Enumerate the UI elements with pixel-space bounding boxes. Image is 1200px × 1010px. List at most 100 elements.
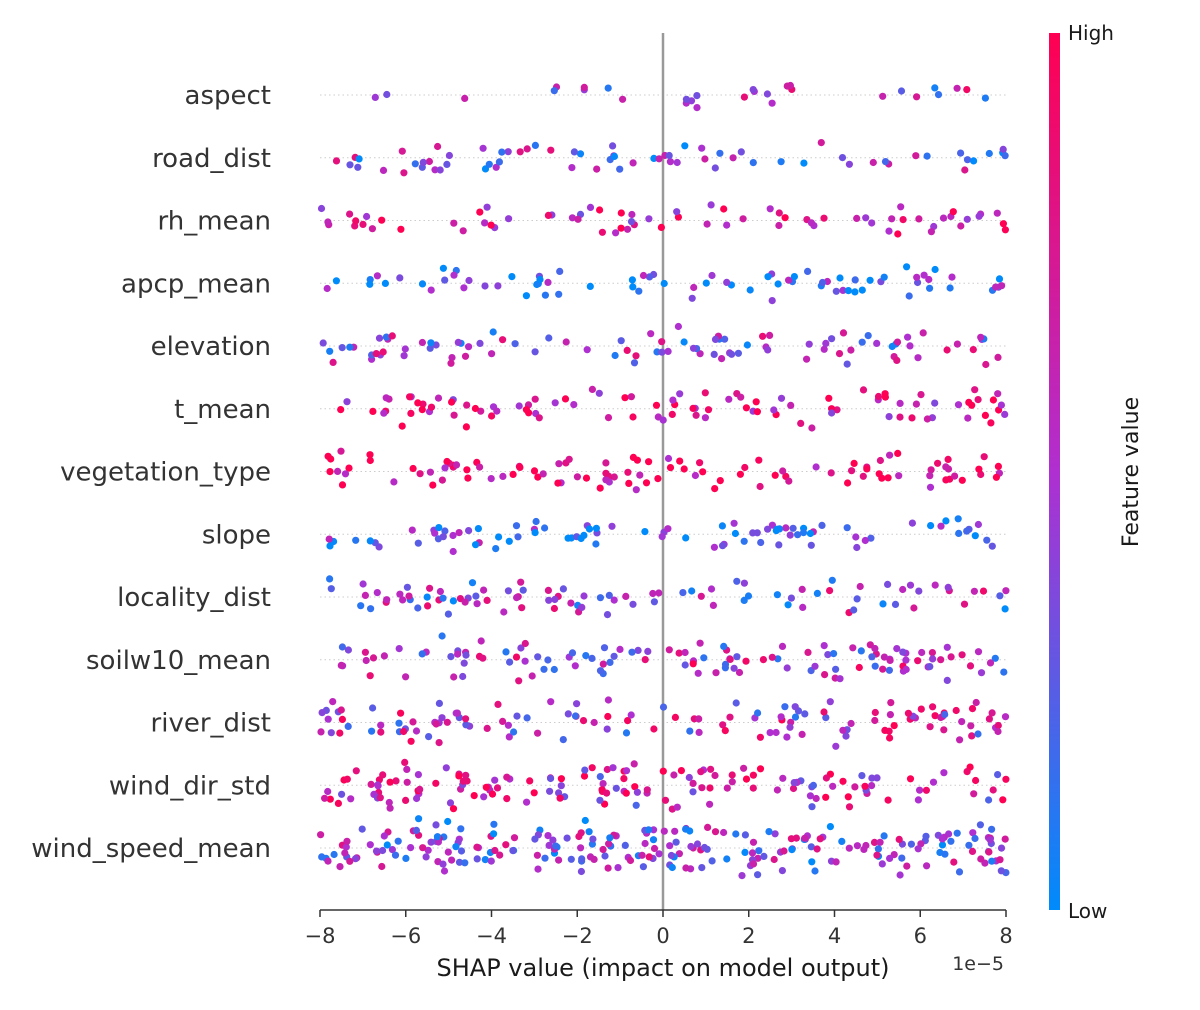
shap-point-slope: [988, 542, 996, 550]
shap-point-soilw10_mean: [759, 656, 768, 664]
shap-point-locality_dist: [426, 584, 434, 592]
shap-point-wind_speed_mean: [853, 842, 862, 850]
shap-point-rh_mean: [775, 209, 783, 217]
shap-point-apcp_mean: [946, 284, 954, 292]
shap-point-wind_dir_std: [749, 784, 757, 792]
shap-point-aspect: [604, 84, 612, 92]
shap-point-river_dist: [941, 710, 949, 719]
shap-point-soilw10_mean: [742, 657, 750, 665]
shap-point-slope: [592, 524, 601, 532]
shap-point-rh_mean: [628, 210, 636, 219]
shap-point-soilw10_mean: [914, 657, 922, 665]
shap-point-locality_dist: [472, 592, 480, 600]
shap-point-soilw10_mean: [700, 654, 708, 662]
shap-point-soilw10_mean: [596, 667, 605, 675]
shap-point-river_dist: [504, 721, 512, 729]
shap-point-wind_speed_mean: [567, 855, 575, 863]
shap-point-rh_mean: [476, 208, 484, 216]
shap-point-river_dist: [972, 698, 980, 707]
shap-point-wind_dir_std: [749, 771, 758, 779]
shap-point-road_dist: [957, 149, 965, 157]
shap-point-wind_speed_mean: [765, 828, 773, 836]
shap-point-locality_dist: [414, 604, 422, 612]
shap-point-wind_speed_mean: [545, 841, 553, 850]
shap-point-rh_mean: [975, 212, 983, 220]
shap-point-vegetation_type: [934, 459, 942, 467]
shap-point-t_mean: [989, 396, 998, 404]
shap-point-elevation: [418, 338, 426, 347]
shap-point-wind_speed_mean: [997, 844, 1006, 852]
shap-point-aspect: [693, 104, 701, 112]
shap-point-elevation: [805, 340, 813, 348]
shap-point-slope: [782, 524, 790, 532]
shap-point-wind_speed_mean: [720, 828, 728, 837]
feature-label-apcp_mean: apcp_mean: [121, 269, 271, 299]
shap-point-vegetation_type: [676, 457, 684, 465]
shap-point-slope: [749, 529, 757, 537]
shap-point-locality_dist: [567, 599, 575, 607]
shap-point-road_dist: [355, 155, 363, 163]
shap-point-rh_mean: [574, 215, 582, 223]
shap-point-vegetation_type: [426, 468, 434, 476]
shap-point-vegetation_type: [975, 465, 983, 473]
shap-point-road_dist: [963, 156, 972, 164]
shap-point-river_dist: [659, 703, 668, 711]
shap-point-road_dist: [610, 152, 619, 160]
shap-point-river_dist: [904, 709, 913, 717]
shap-point-rh_mean: [807, 219, 816, 227]
shap-point-vegetation_type: [812, 463, 820, 471]
shap-point-locality_dist: [1001, 605, 1009, 613]
shap-point-t_mean: [450, 411, 458, 419]
shap-point-soilw10_mean: [675, 649, 683, 657]
shap-point-t_mean: [874, 392, 883, 401]
shap-point-vegetation_type: [582, 474, 591, 482]
shap-point-apcp_mean: [645, 273, 654, 281]
shap-point-wind_speed_mean: [581, 816, 589, 825]
shap-point-rh_mean: [703, 220, 711, 228]
shap-point-river_dist: [798, 730, 806, 739]
shap-point-river_dist: [344, 722, 352, 731]
shap-point-slope: [592, 540, 600, 548]
shap-point-t_mean: [604, 414, 613, 422]
shap-point-wind_speed_mean: [914, 845, 922, 853]
shap-point-wind_speed_mean: [955, 868, 964, 876]
shap-point-soilw10_mean: [820, 642, 828, 650]
shap-point-road_dist: [411, 160, 419, 168]
shap-point-road_dist: [985, 149, 993, 158]
shap-point-vegetation_type: [844, 479, 852, 487]
shap-point-wind_dir_std: [392, 777, 400, 785]
shap-point-wind_dir_std: [557, 775, 566, 783]
shap-point-t_mean: [971, 386, 979, 394]
shap-point-vegetation_type: [716, 477, 724, 485]
shap-point-rh_mean: [617, 209, 625, 217]
shap-point-road_dist: [425, 157, 433, 166]
shap-point-wind_dir_std: [402, 796, 410, 805]
shap-point-t_mean: [701, 389, 709, 397]
shap-point-vegetation_type: [602, 459, 610, 467]
shap-point-vegetation_type: [530, 467, 539, 475]
shap-point-t_mean: [343, 398, 351, 406]
shap-point-soilw10_mean: [885, 666, 894, 674]
shap-point-rh_mean: [481, 219, 489, 227]
shap-point-apcp_mean: [836, 274, 844, 282]
shap-point-wind_speed_mean: [682, 864, 690, 872]
shap-point-rh_mean: [899, 216, 907, 224]
shap-point-rh_mean: [359, 220, 367, 228]
shap-point-wind_speed_mean: [650, 826, 658, 834]
shap-point-wind_speed_mean: [876, 838, 884, 846]
shap-point-locality_dist: [403, 583, 411, 591]
shap-point-soilw10_mean: [634, 646, 642, 655]
shap-point-wind_dir_std: [906, 775, 915, 783]
shap-point-road_dist: [492, 163, 500, 171]
shap-point-soilw10_mean: [361, 648, 369, 656]
shap-point-slope: [495, 533, 503, 541]
shap-point-wind_speed_mean: [749, 838, 758, 846]
shap-point-river_dist: [988, 709, 996, 717]
shap-point-wind_dir_std: [790, 779, 798, 787]
shap-point-soilw10_mean: [600, 644, 609, 652]
feature-label-aspect: aspect: [185, 81, 271, 111]
shap-point-vegetation_type: [779, 467, 787, 475]
shap-point-elevation: [711, 335, 720, 343]
shap-point-locality_dist: [744, 592, 753, 600]
shap-point-wind_speed_mean: [638, 851, 646, 859]
